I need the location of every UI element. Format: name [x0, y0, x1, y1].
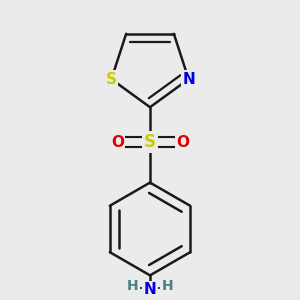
Text: N: N	[144, 282, 156, 297]
Text: N: N	[182, 72, 195, 87]
Text: H: H	[162, 278, 173, 292]
Text: S: S	[106, 72, 117, 87]
Text: S: S	[144, 133, 156, 151]
Text: O: O	[111, 134, 124, 149]
Text: H: H	[127, 278, 138, 292]
Text: O: O	[176, 134, 189, 149]
